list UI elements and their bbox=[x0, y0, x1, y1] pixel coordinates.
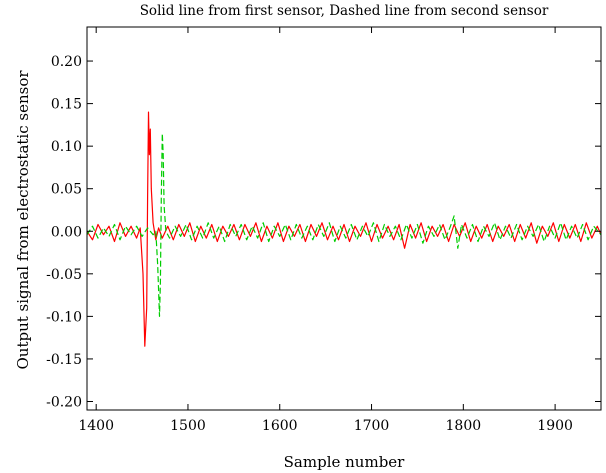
x-axis-label: Sample number bbox=[284, 453, 406, 471]
y-tick-label: 0.15 bbox=[51, 97, 82, 113]
y-tick-label: 0.00 bbox=[51, 224, 82, 240]
x-tick-label: 1700 bbox=[354, 418, 390, 434]
y-tick-label: -0.05 bbox=[46, 267, 82, 283]
y-tick-label: 0.05 bbox=[51, 182, 82, 198]
x-tick-label: 1900 bbox=[537, 418, 573, 434]
y-tick-label: 0.10 bbox=[51, 139, 82, 155]
series-line-1 bbox=[86, 111, 602, 347]
y-tick-label: -0.20 bbox=[46, 394, 82, 410]
x-tick-label: 1500 bbox=[170, 418, 206, 434]
x-tick-label: 1400 bbox=[78, 418, 114, 434]
axis-ticks: 1400 1500 1600 1700 1800 1900 0.20 0.15 0.10 0.05… bbox=[46, 27, 601, 434]
y-axis-label: Output signal from electrostatic sensor bbox=[14, 70, 32, 370]
y-tick-label: 0.20 bbox=[51, 54, 82, 70]
y-tick-label: -0.10 bbox=[46, 309, 82, 325]
chart-title: Solid line from first sensor, Dashed lin… bbox=[140, 3, 549, 19]
plot-area bbox=[86, 111, 602, 347]
plot-frame bbox=[86, 26, 602, 411]
x-tick-label: 1600 bbox=[262, 418, 298, 434]
series-line-2 bbox=[86, 132, 602, 317]
y-tick-label: -0.15 bbox=[46, 352, 82, 368]
x-tick-label: 1800 bbox=[446, 418, 482, 434]
